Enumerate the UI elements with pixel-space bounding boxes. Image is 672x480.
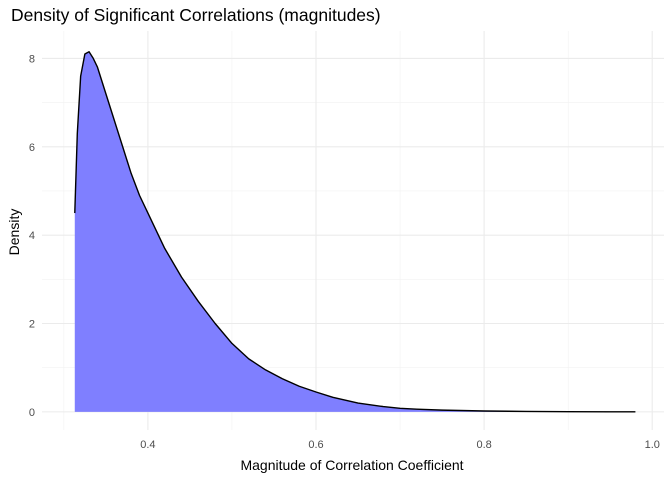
x-tick-label: 0.4	[140, 439, 155, 451]
y-axis-ticks: 0 2 4 6 8	[29, 53, 35, 418]
minor-gridlines	[42, 31, 664, 430]
density-area	[74, 51, 636, 412]
density-line	[74, 51, 636, 413]
x-tick-label: 0.8	[476, 439, 491, 451]
x-axis-ticks: 0.4 0.6 0.8 1.0	[140, 439, 660, 451]
x-axis-label: Magnitude of Correlation Coefficient	[240, 457, 463, 473]
y-axis-label: Density	[6, 209, 22, 256]
y-tick-label: 4	[29, 230, 35, 242]
y-tick-label: 6	[29, 142, 35, 154]
chart-title: Density of Significant Correlations (mag…	[11, 5, 381, 25]
x-tick-label: 0.6	[308, 439, 323, 451]
y-tick-label: 2	[29, 319, 35, 331]
y-tick-label: 8	[29, 53, 35, 65]
y-tick-label: 0	[29, 407, 35, 419]
x-tick-label: 1.0	[645, 439, 660, 451]
